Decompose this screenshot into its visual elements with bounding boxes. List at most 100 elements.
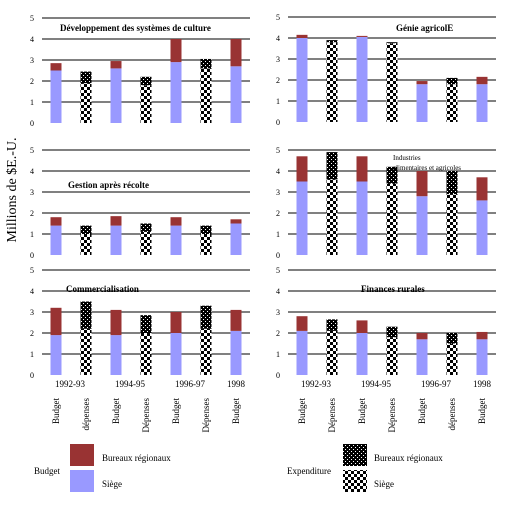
bar-bureaux-regionaux <box>140 315 152 333</box>
bar-category-label: Budget <box>417 398 427 424</box>
y-tick-label: 4 <box>30 35 34 44</box>
bar-bureaux-regionaux <box>50 217 62 226</box>
bar-siege <box>140 333 152 375</box>
bar-siege <box>230 223 242 255</box>
y-tick-label: 3 <box>30 188 34 197</box>
bar-bureaux-regionaux <box>356 35 368 37</box>
bar-bureaux-regionaux <box>296 34 308 38</box>
period-label: 1994-95 <box>115 379 145 389</box>
bar-siege <box>80 83 92 123</box>
bar-bureaux-regionaux <box>80 225 92 234</box>
bar-category-label: Budget <box>297 398 307 424</box>
legend-bureaux-swatch <box>70 444 94 466</box>
bar-labels: 1992-93 1992-93 1994-95 1994-95 1996-97 1996-… <box>51 379 492 433</box>
y-tick-label: 4 <box>276 34 280 43</box>
period-label: 1992-93 <box>55 379 85 389</box>
panel-title: Gestion après récolte <box>68 180 149 190</box>
y-tick-label: 0 <box>276 118 280 127</box>
bar-bureaux-regionaux <box>140 76 152 86</box>
bar-siege <box>476 200 488 255</box>
bar-bureaux-regionaux <box>230 309 242 331</box>
period-label: 1996-97 <box>175 379 205 389</box>
bar-bureaux-regionaux <box>386 326 398 338</box>
bar-bureaux-regionaux <box>356 156 368 182</box>
bar-siege <box>230 66 242 123</box>
bar-bureaux-regionaux <box>446 333 458 344</box>
period-label: 1992-93 <box>301 379 331 389</box>
y-tick-label: 5 <box>276 13 280 22</box>
y-tick-label: 0 <box>30 371 34 380</box>
y-tick-label: 1 <box>276 97 280 106</box>
bar-siege <box>476 339 488 375</box>
y-tick-label: 3 <box>30 308 34 317</box>
bar-bureaux-regionaux <box>50 63 62 71</box>
bar-siege <box>446 194 458 255</box>
y-tick-label: 1 <box>30 98 34 107</box>
bar-siege <box>110 68 122 123</box>
panel-title: Génie agricolE <box>396 23 453 33</box>
bar-siege <box>386 183 398 255</box>
bar-siege <box>386 337 398 375</box>
bar-siege <box>356 333 368 375</box>
bar-category-label: Budget <box>231 398 241 424</box>
panel-title: Développement des systèmes de culture <box>60 23 211 33</box>
y-tick-label: 5 <box>30 14 34 23</box>
bar-category-label: dépenses <box>447 398 457 431</box>
bar-siege <box>110 335 122 375</box>
legend-siege-pattern-label: Siège <box>374 479 394 489</box>
bar-siege <box>110 225 122 255</box>
bar-category-label: Dépenses <box>141 398 151 433</box>
legend-bureaux-label: Bureaux régionaux <box>102 453 171 463</box>
legend-expenditure: Expenditure Bureaux régionaux Siège <box>287 444 443 492</box>
y-tick-label: 5 <box>276 146 280 155</box>
bar-bureaux-regionaux <box>296 156 308 182</box>
y-tick-label: 2 <box>276 209 280 218</box>
bar-siege <box>326 179 338 255</box>
legend-expenditure-title: Expenditure <box>287 466 331 476</box>
bar-bureaux-regionaux <box>296 316 308 331</box>
y-tick-label: 0 <box>276 251 280 260</box>
bar-bureaux-regionaux <box>110 61 122 69</box>
bar-category-label: Budget <box>477 398 487 424</box>
bar-siege <box>200 68 212 123</box>
y-tick-label: 0 <box>30 251 34 260</box>
bar-bureaux-regionaux <box>416 333 428 340</box>
y-tick-label: 5 <box>30 266 34 275</box>
bar-category-label: Dépenses <box>387 398 397 433</box>
bar-bureaux-regionaux <box>416 81 428 85</box>
legend-bureaux-pattern-swatch <box>343 444 367 466</box>
period-label: 1994-95 <box>361 379 391 389</box>
y-tick-label: 1 <box>30 230 34 239</box>
panel-annotation: alimentaires et agricoles <box>393 164 461 172</box>
bar-siege <box>296 330 308 375</box>
panel-title: Finances rurales <box>361 284 425 294</box>
bar-siege <box>200 328 212 375</box>
bar-siege <box>50 225 62 255</box>
y-tick-label: 2 <box>276 76 280 85</box>
bar-bureaux-regionaux <box>50 307 62 336</box>
y-tick-label: 2 <box>30 209 34 218</box>
legend-siege-label: Siège <box>102 479 122 489</box>
bar-siege <box>386 43 398 122</box>
bar-bureaux-regionaux <box>326 40 338 43</box>
panel-4: 0 1 2 3 4 5 Industries alimentaires et agricole… <box>276 146 496 260</box>
bar-bureaux-regionaux <box>476 177 488 201</box>
bar-siege <box>140 85 152 123</box>
y-tick-label: 4 <box>30 167 34 176</box>
bar-bureaux-regionaux <box>446 77 458 85</box>
bar-bureaux-regionaux <box>416 171 428 197</box>
panel-1: 0 1 2 3 4 5 Développement des systèmes de cult… <box>30 14 250 128</box>
legend-budget-title: Budget <box>34 466 60 476</box>
bar-siege <box>170 333 182 375</box>
bar-siege <box>326 42 338 123</box>
panel-2: 0 1 2 3 4 5 Génie agricolE <box>276 13 496 127</box>
bar-bureaux-regionaux <box>230 39 242 67</box>
bar-siege <box>50 70 62 123</box>
bar-bureaux-regionaux <box>200 305 212 329</box>
y-tick-label: 1 <box>30 350 34 359</box>
bar-bureaux-regionaux <box>110 216 122 226</box>
bar-category-label: Budget <box>111 398 121 424</box>
bar-siege <box>416 84 428 122</box>
chart-panels: 0 1 2 3 4 5 Développement des systèmes de cult… <box>30 13 496 380</box>
bar-siege <box>416 339 428 375</box>
